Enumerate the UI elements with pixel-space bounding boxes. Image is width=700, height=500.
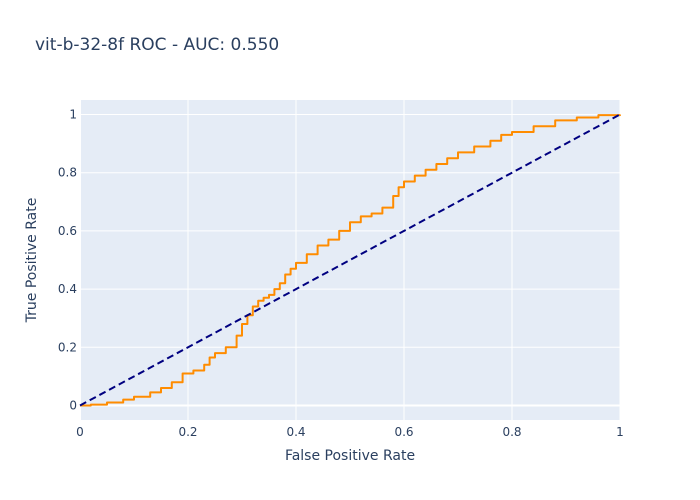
x-tick-label: 0.4: [286, 425, 305, 439]
y-tick-label: 0.2: [58, 340, 77, 354]
grid-lines: [79, 100, 621, 420]
x-tick-label: 0: [76, 425, 84, 439]
x-tick-label: 0.2: [178, 425, 197, 439]
y-tick-label: 1: [69, 108, 77, 122]
y-tick-label: 0: [69, 398, 77, 412]
x-tick-label: 1: [616, 425, 624, 439]
x-axis-title: False Positive Rate: [285, 448, 415, 464]
series-layer: [79, 113, 621, 407]
axis-ticks: 0 0.2 0.4 0.6 0.8 1 0 0.2 0.4 0.6 0.8 1: [58, 108, 624, 439]
chart-title: vit-b-32-8f ROC - AUC: 0.550: [35, 35, 279, 55]
random-baseline-line: [79, 113, 621, 407]
x-tick-label: 0.8: [502, 425, 521, 439]
y-tick-label: 0.8: [58, 166, 77, 180]
roc-curve-line: [80, 114, 621, 407]
y-tick-label: 0.6: [58, 224, 77, 238]
y-tick-label: 0.4: [58, 282, 77, 296]
plot-area: [80, 100, 620, 420]
y-axis-title: True Positive Rate: [24, 198, 40, 324]
x-tick-label: 0.6: [394, 425, 413, 439]
